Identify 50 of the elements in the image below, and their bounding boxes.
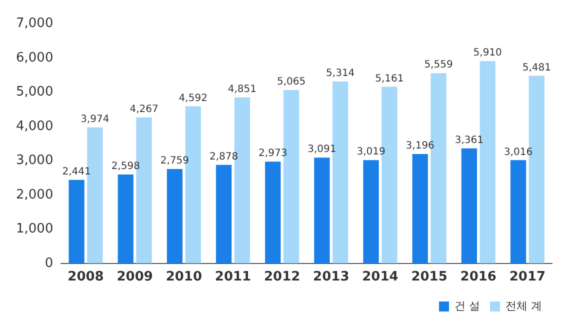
data-label: 2,441 xyxy=(62,166,91,178)
y-tick-label: 1,000 xyxy=(16,222,54,237)
y-tick-label: 4,000 xyxy=(16,118,54,134)
x-tick-label: 2012 xyxy=(264,270,300,285)
data-label: 2,759 xyxy=(160,156,190,167)
x-tick-label: 2013 xyxy=(313,270,350,285)
x-tick-label: 2014 xyxy=(362,270,398,285)
data-label: 5,314 xyxy=(326,68,355,80)
x-tick-label: 2009 xyxy=(116,270,153,285)
x-tick-label: 2017 xyxy=(509,270,546,285)
data-label: 3,196 xyxy=(406,140,434,152)
x-tick-label: 2008 xyxy=(68,270,104,285)
bar xyxy=(166,168,183,264)
legend-label: 전체 계 xyxy=(506,299,542,312)
data-label: 3,974 xyxy=(80,114,110,125)
y-tick-label: 5,000 xyxy=(16,84,54,100)
data-label: 4,267 xyxy=(130,104,158,115)
data-label: 3,019 xyxy=(356,146,386,158)
data-label: 5,559 xyxy=(424,60,453,71)
x-tick-label: 2011 xyxy=(214,270,252,285)
data-label: 4,592 xyxy=(178,92,208,104)
y-tick-label: 0 xyxy=(44,256,54,271)
data-label: 3,091 xyxy=(308,144,336,156)
bar xyxy=(314,158,330,264)
bar xyxy=(216,164,232,264)
data-label: 3,016 xyxy=(504,146,533,158)
y-tick-label: 2,000 xyxy=(16,187,54,202)
bar xyxy=(363,160,379,264)
x-tick-label: 2015 xyxy=(411,270,448,285)
y-tick-label: 3,000 xyxy=(16,153,54,168)
legend-label: 건 설 xyxy=(454,299,480,312)
data-label: 2,973 xyxy=(258,148,288,160)
y-tick-label: 6,000 xyxy=(16,50,54,66)
data-label: 5,910 xyxy=(473,48,502,59)
bar xyxy=(118,174,134,264)
data-label: 4,851 xyxy=(228,84,257,95)
x-tick-label: 2016 xyxy=(460,270,496,285)
data-label: 5,481 xyxy=(522,62,551,74)
data-label: 2,878 xyxy=(209,151,238,162)
bar xyxy=(510,160,526,264)
y-tick-label: 7,000 xyxy=(16,16,54,32)
data-label: 5,065 xyxy=(276,76,306,88)
data-label: 2,598 xyxy=(111,161,140,172)
bar xyxy=(461,148,477,264)
x-tick-label: 2010 xyxy=(166,270,202,285)
data-label: 5,161 xyxy=(375,73,404,84)
bar xyxy=(265,162,281,264)
bar xyxy=(68,180,84,264)
bar xyxy=(412,154,428,264)
data-label: 3,361 xyxy=(454,134,484,146)
